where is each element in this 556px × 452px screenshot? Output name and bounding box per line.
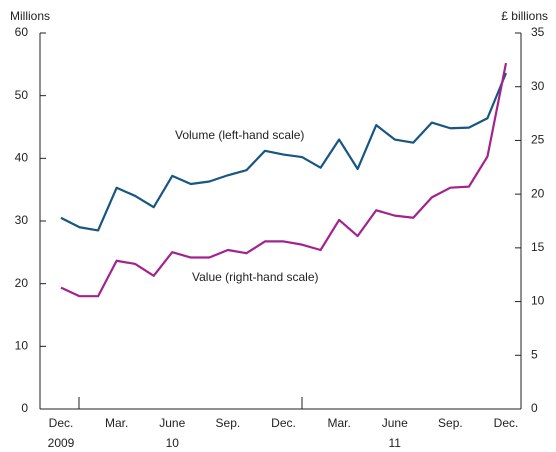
x-year-label: 2009 [48, 436, 75, 450]
x-year-label: 10 [166, 436, 180, 450]
y2-tick-label: 5 [531, 347, 538, 361]
x-tick-label: Sep. [216, 416, 241, 430]
y2-tick-label: 10 [531, 294, 545, 308]
x-tick-label: June [382, 416, 408, 430]
x-tick-label: Dec. [49, 416, 74, 430]
y2-tick-label: 20 [531, 186, 545, 200]
y2-tick-label: 25 [531, 133, 545, 147]
y-tick-label: 50 [15, 88, 29, 102]
x-tick-label: June [159, 416, 185, 430]
series-annotation: Volume (left-hand scale) [175, 128, 304, 142]
series-line [60, 72, 508, 232]
x-tick-label: Sep. [438, 416, 463, 430]
y-tick-label: 0 [21, 401, 28, 415]
y-axis-label: Millions [10, 9, 50, 23]
y-tick-label: 40 [15, 151, 29, 165]
y2-axis-label: £ billions [501, 9, 548, 23]
x-tick-label: Dec. [494, 416, 519, 430]
x-tick-label: Dec. [271, 416, 296, 430]
y2-tick-label: 35 [531, 25, 545, 39]
series-line [60, 62, 508, 298]
x-year-label: 11 [389, 436, 402, 450]
y-tick-label: 60 [15, 25, 29, 39]
y2-tick-label: 15 [531, 240, 545, 254]
y-tick-label: 10 [15, 339, 29, 353]
series-annotation: Value (right-hand scale) [192, 270, 319, 284]
x-tick-label: Mar. [327, 416, 350, 430]
y2-tick-label: 0 [531, 401, 538, 415]
y-tick-label: 30 [15, 213, 29, 227]
y2-tick-label: 30 [531, 79, 545, 93]
x-tick-label: Mar. [105, 416, 128, 430]
y-tick-label: 20 [15, 276, 29, 290]
